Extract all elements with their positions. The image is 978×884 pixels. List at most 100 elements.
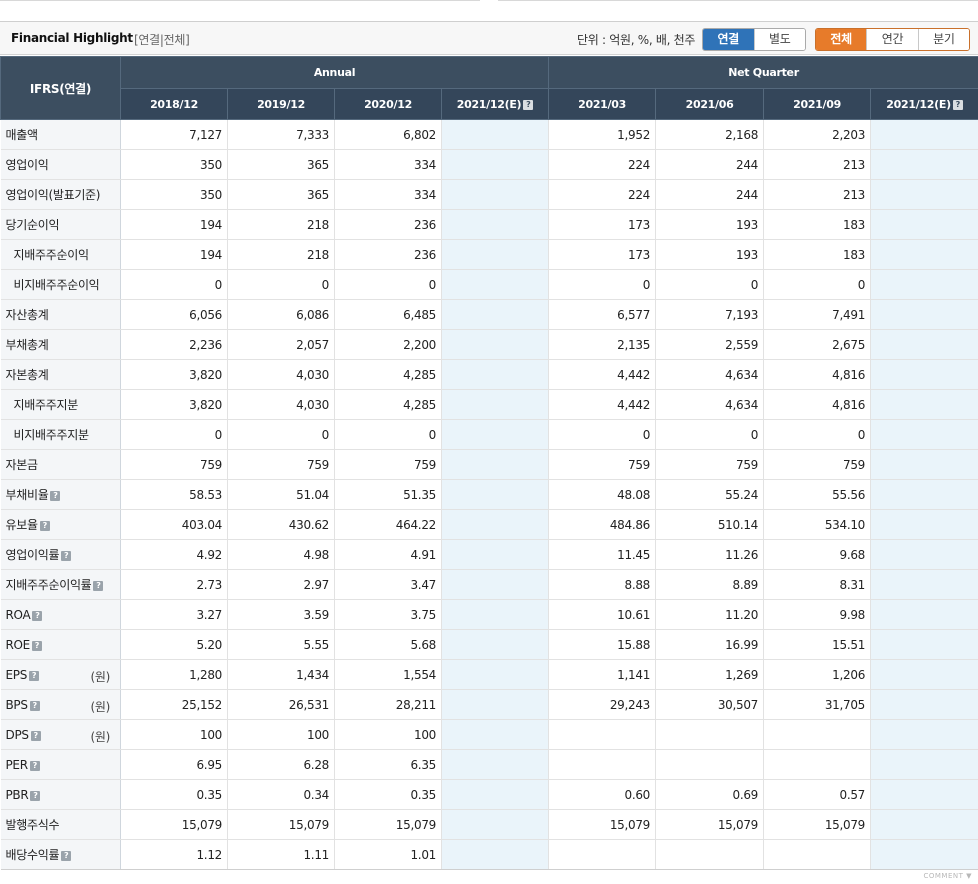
table-cell	[441, 569, 550, 600]
table-cell: 0	[334, 419, 442, 450]
table-cell: 510.14	[655, 509, 765, 540]
table-row: EPS? (원) 1,280 1,434 1,554 1,141 1,269 1,206	[0, 659, 978, 690]
table-cell	[763, 749, 872, 780]
table-cell	[441, 269, 550, 300]
table-cell: 464.22	[334, 509, 442, 540]
tab-separate[interactable]: 별도	[753, 29, 805, 50]
help-icon[interactable]: ?	[61, 551, 72, 561]
consolidation-toggle: 연결 별도	[702, 28, 806, 51]
table-row: 유보율? 403.04 430.62 464.22 484.86 510.14 534.10	[0, 509, 978, 540]
table-cell: 350	[120, 149, 228, 180]
financial-highlight-table: IFRS(연결) Annual Net Quarter 2018/12 2019…	[0, 56, 978, 870]
table-cell: 0.35	[334, 779, 442, 810]
table-cell: 3,820	[120, 359, 228, 390]
table-row: 자본총계 3,820 4,030 4,285 4,442 4,634 4,816	[0, 359, 978, 390]
table-cell: 183	[763, 209, 872, 240]
unit-label: 단위 : 억원, %, 배, 천주	[577, 33, 696, 47]
help-icon[interactable]: ?	[30, 730, 41, 741]
section-subtitle: [연결|전체]	[134, 33, 190, 47]
table-cell: 2,135	[548, 329, 657, 360]
table-cell: 11.45	[548, 539, 657, 570]
help-icon[interactable]: ?	[952, 99, 963, 110]
row-label-text: 배당수익률	[5, 848, 60, 862]
table-cell: 365	[227, 149, 335, 180]
table-cell	[655, 719, 765, 750]
row-label-text: PER	[5, 757, 29, 772]
table-cell: 4.98	[227, 539, 335, 570]
table-cell	[441, 719, 550, 750]
table-cell	[441, 539, 550, 570]
row-label: 매출액	[0, 119, 121, 150]
table-cell	[441, 419, 550, 450]
help-icon[interactable]: ?	[29, 670, 40, 681]
help-icon[interactable]: ?	[30, 790, 41, 801]
table-cell	[441, 359, 550, 390]
table-row: 부채비율? 58.53 51.04 51.35 48.08 55.24 55.56	[0, 479, 978, 510]
table-cell: 11.20	[655, 599, 765, 630]
help-icon[interactable]: ?	[523, 99, 534, 110]
tab-annual[interactable]: 연간	[866, 29, 918, 50]
col-header: 2021/09	[763, 88, 872, 120]
help-icon[interactable]: ?	[93, 581, 104, 591]
table-cell: 759	[334, 449, 442, 480]
row-label-text: 자본금	[5, 458, 39, 472]
table-cell: 100	[120, 719, 228, 750]
table-cell: 350	[120, 179, 228, 210]
table-cell: 11.26	[655, 539, 765, 570]
help-icon[interactable]: ?	[61, 851, 72, 861]
table-cell: 194	[120, 209, 228, 240]
help-icon[interactable]: ?	[31, 640, 42, 651]
corner-header: IFRS(연결)	[0, 56, 121, 120]
table-cell	[870, 359, 978, 390]
table-cell	[870, 809, 978, 840]
table-cell: 7,193	[655, 299, 765, 330]
table-cell	[441, 479, 550, 510]
table-cell: 2,200	[334, 329, 442, 360]
row-label: 지배주주순이익률?	[0, 569, 121, 600]
table-cell: 2,559	[655, 329, 765, 360]
row-label-text: 당기순이익	[5, 218, 60, 232]
table-cell: 236	[334, 239, 442, 270]
tab-all[interactable]: 전체	[816, 29, 867, 50]
table-cell: 173	[548, 209, 657, 240]
table-cell: 4,030	[227, 389, 335, 420]
row-label-text: 자산총계	[5, 308, 49, 322]
table-cell: 759	[763, 449, 872, 480]
unit-suffix: (원)	[90, 700, 110, 714]
table-cell	[441, 209, 550, 240]
row-label-text: 부채총계	[5, 338, 49, 352]
table-row: 비지배주주지분 0 0 0 0 0 0	[0, 419, 978, 450]
comment-toggle[interactable]: COMMENT ▼	[923, 872, 972, 880]
tab-quarterly[interactable]: 분기	[917, 29, 969, 50]
table-cell: 0.34	[227, 779, 335, 810]
table-cell	[870, 569, 978, 600]
unit-suffix: (원)	[90, 670, 110, 684]
table-cell: 4,030	[227, 359, 335, 390]
table-cell: 55.56	[763, 479, 872, 510]
help-icon[interactable]: ?	[50, 491, 61, 501]
row-label-text: 비지배주주지분	[13, 428, 89, 442]
help-icon[interactable]: ?	[39, 521, 50, 531]
row-label: 영업이익(발표기준)	[0, 179, 121, 210]
table-cell	[441, 299, 550, 330]
help-icon[interactable]: ?	[29, 760, 40, 771]
table-cell	[870, 749, 978, 780]
help-icon[interactable]: ?	[29, 700, 40, 711]
table-cell: 1,280	[120, 659, 228, 690]
table-cell	[441, 149, 550, 180]
table-cell: 4,285	[334, 389, 442, 420]
table-cell: 0.35	[120, 779, 228, 810]
table-cell: 759	[227, 449, 335, 480]
table-cell: 213	[763, 149, 872, 180]
table-cell: 2,057	[227, 329, 335, 360]
table-cell	[441, 749, 550, 780]
help-icon[interactable]: ?	[32, 610, 43, 621]
table-cell: 2.97	[227, 569, 335, 600]
tab-consolidated[interactable]: 연결	[703, 29, 754, 50]
row-label-text: PBR	[5, 787, 29, 802]
table-cell: 193	[655, 239, 765, 270]
table-cell	[870, 209, 978, 240]
table-cell: 6,056	[120, 299, 228, 330]
table-cell: 0	[120, 419, 228, 450]
section-title: Financial Highlight	[11, 31, 133, 45]
